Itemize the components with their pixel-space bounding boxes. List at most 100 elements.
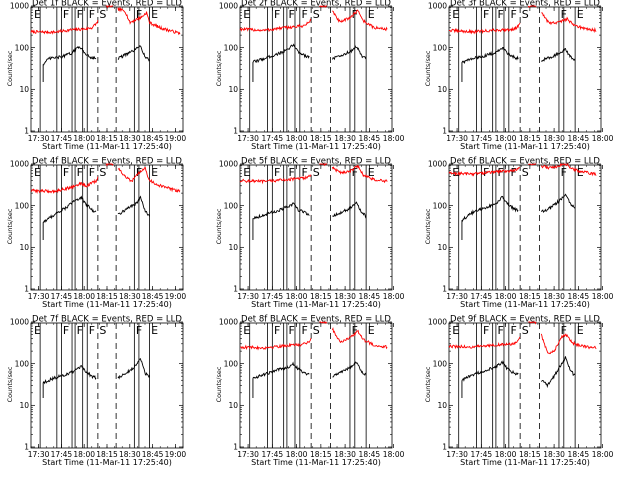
chart-title: Det 8f BLACK = Events, RED = LLD: [241, 315, 391, 325]
x-tick-label: 18:30: [334, 292, 356, 301]
plot-frame: [30, 322, 184, 449]
interval-annotation: F: [136, 324, 142, 337]
series-events-line: [42, 45, 150, 82]
x-tick-label: 18:30: [119, 292, 141, 301]
y-tick-label: 1000: [219, 318, 238, 327]
y-tick-label: 100: [15, 359, 30, 368]
x-tick-label: 17:45: [51, 292, 73, 301]
x-tick-label: 19:00: [165, 292, 187, 301]
x-tick-label: 17:45: [51, 134, 73, 143]
y-tick-label: 100: [15, 43, 30, 52]
chart-title: Det 2f BLACK = Events, RED = LLD: [241, 0, 391, 9]
interval-annotation: F: [63, 8, 69, 21]
x-axis-label: Start Time (11-Mar-11 17:25:40): [251, 458, 381, 467]
interval-annotation: F: [510, 8, 516, 21]
x-tick-label: 17:45: [51, 450, 73, 459]
series-events-line: [461, 46, 576, 82]
panel-5: Det 5f BLACK = Events, RED = LLD 1 10 100 10…: [215, 157, 405, 310]
x-tick-label: 18:00: [383, 134, 405, 143]
series-lld-line: [448, 162, 597, 177]
y-tick-label: 1: [442, 285, 447, 294]
interval-annotation: E: [151, 8, 158, 21]
x-axis-label: Start Time (11-Mar-11 17:25:40): [42, 142, 172, 151]
plot-frame: [30, 164, 184, 291]
x-tick-label: 18:30: [334, 134, 356, 143]
x-tick-label: 18:45: [568, 134, 590, 143]
y-tick-label: 1: [24, 443, 29, 452]
y-tick-label: 1000: [428, 318, 447, 327]
interval-annotation: F: [352, 324, 358, 337]
x-tick-label: 17:30: [237, 450, 259, 459]
y-axis-label: Counts/sec: [424, 366, 432, 402]
series-events-line: [252, 201, 367, 240]
x-tick-label: 18:15: [310, 292, 332, 301]
panel-9: Det 9f BLACK = Events, RED = LLD 1 10 100 10…: [424, 315, 614, 468]
interval-annotation: E: [34, 166, 41, 179]
y-tick-label: 100: [15, 201, 30, 210]
panel-8: Det 8f BLACK = Events, RED = LLD 1 10 100 10…: [215, 315, 405, 468]
interval-annotation: F: [274, 166, 280, 179]
chart-title: Det 3f BLACK = Events, RED = LLD: [450, 0, 600, 9]
y-axis-label: Counts/sec: [215, 208, 223, 244]
y-tick-label: 100: [433, 359, 448, 368]
series-lld-line: [448, 5, 597, 35]
y-axis-label: Counts/sec: [6, 366, 14, 402]
y-tick-label: 1000: [10, 160, 29, 169]
panel-2: Det 2f BLACK = Events, RED = LLD 1 10 100 10…: [215, 0, 405, 151]
interval-annotation: F: [63, 324, 69, 337]
x-tick-label: 17:30: [28, 450, 50, 459]
interval-annotation: F: [561, 8, 567, 21]
x-tick-label: 18:15: [519, 134, 541, 143]
plot-frame: [448, 322, 602, 449]
plot-frame: [239, 6, 393, 133]
x-tick-label: 18:00: [495, 134, 517, 143]
interval-annotation: F: [483, 166, 489, 179]
interval-annotation: F: [274, 324, 280, 337]
y-tick-label: 1000: [219, 160, 238, 169]
series-events-line: [461, 193, 576, 240]
x-axis-label: Start Time (11-Mar-11 17:25:40): [460, 300, 590, 309]
y-tick-label: 1: [24, 285, 29, 294]
interval-annotation: S: [99, 166, 106, 179]
y-tick-label: 1: [233, 285, 238, 294]
x-tick-label: 17:45: [262, 292, 284, 301]
x-axis-label: Start Time (11-Mar-11 17:25:40): [42, 300, 172, 309]
x-tick-label: 18:45: [568, 292, 590, 301]
y-tick-label: 10: [437, 243, 447, 252]
x-tick-label: 17:45: [262, 450, 284, 459]
y-axis-label: Counts/sec: [6, 50, 14, 86]
y-tick-label: 10: [228, 401, 238, 410]
x-tick-label: 18:30: [119, 134, 141, 143]
x-tick-label: 18:45: [359, 134, 381, 143]
interval-annotation: E: [577, 8, 584, 21]
x-tick-label: 17:45: [262, 134, 284, 143]
x-tick-label: 18:00: [73, 450, 95, 459]
y-tick-label: 10: [19, 85, 29, 94]
panel-7: Det 7f BLACK = Events, RED = LLD 1 10 100 10…: [6, 315, 186, 468]
plot-frame: [30, 6, 184, 133]
interval-annotation: F: [352, 8, 358, 21]
interval-annotation: E: [34, 324, 41, 337]
x-tick-label: 18:30: [119, 450, 141, 459]
x-tick-label: 18:00: [73, 134, 95, 143]
x-tick-label: 18:00: [383, 450, 405, 459]
y-tick-label: 10: [437, 401, 447, 410]
series-lld-line: [239, 163, 388, 185]
interval-annotation: F: [289, 8, 295, 21]
x-tick-label: 18:00: [286, 450, 308, 459]
panel-4: Det 4f BLACK = Events, RED = LLD 1 10 100 10…: [6, 157, 186, 310]
y-tick-label: 100: [224, 43, 239, 52]
interval-annotation: F: [561, 324, 567, 337]
x-tick-label: 18:45: [142, 134, 164, 143]
x-tick-label: 18:00: [73, 292, 95, 301]
x-tick-label: 17:30: [28, 134, 50, 143]
y-tick-label: 1: [233, 127, 238, 136]
y-tick-label: 10: [228, 85, 238, 94]
series-events-line: [461, 356, 576, 398]
interval-annotation: S: [313, 8, 320, 21]
interval-annotation: E: [34, 8, 41, 21]
y-tick-label: 1000: [10, 2, 29, 11]
x-axis-label: Start Time (11-Mar-11 17:25:40): [460, 142, 590, 151]
y-tick-label: 1000: [428, 2, 447, 11]
